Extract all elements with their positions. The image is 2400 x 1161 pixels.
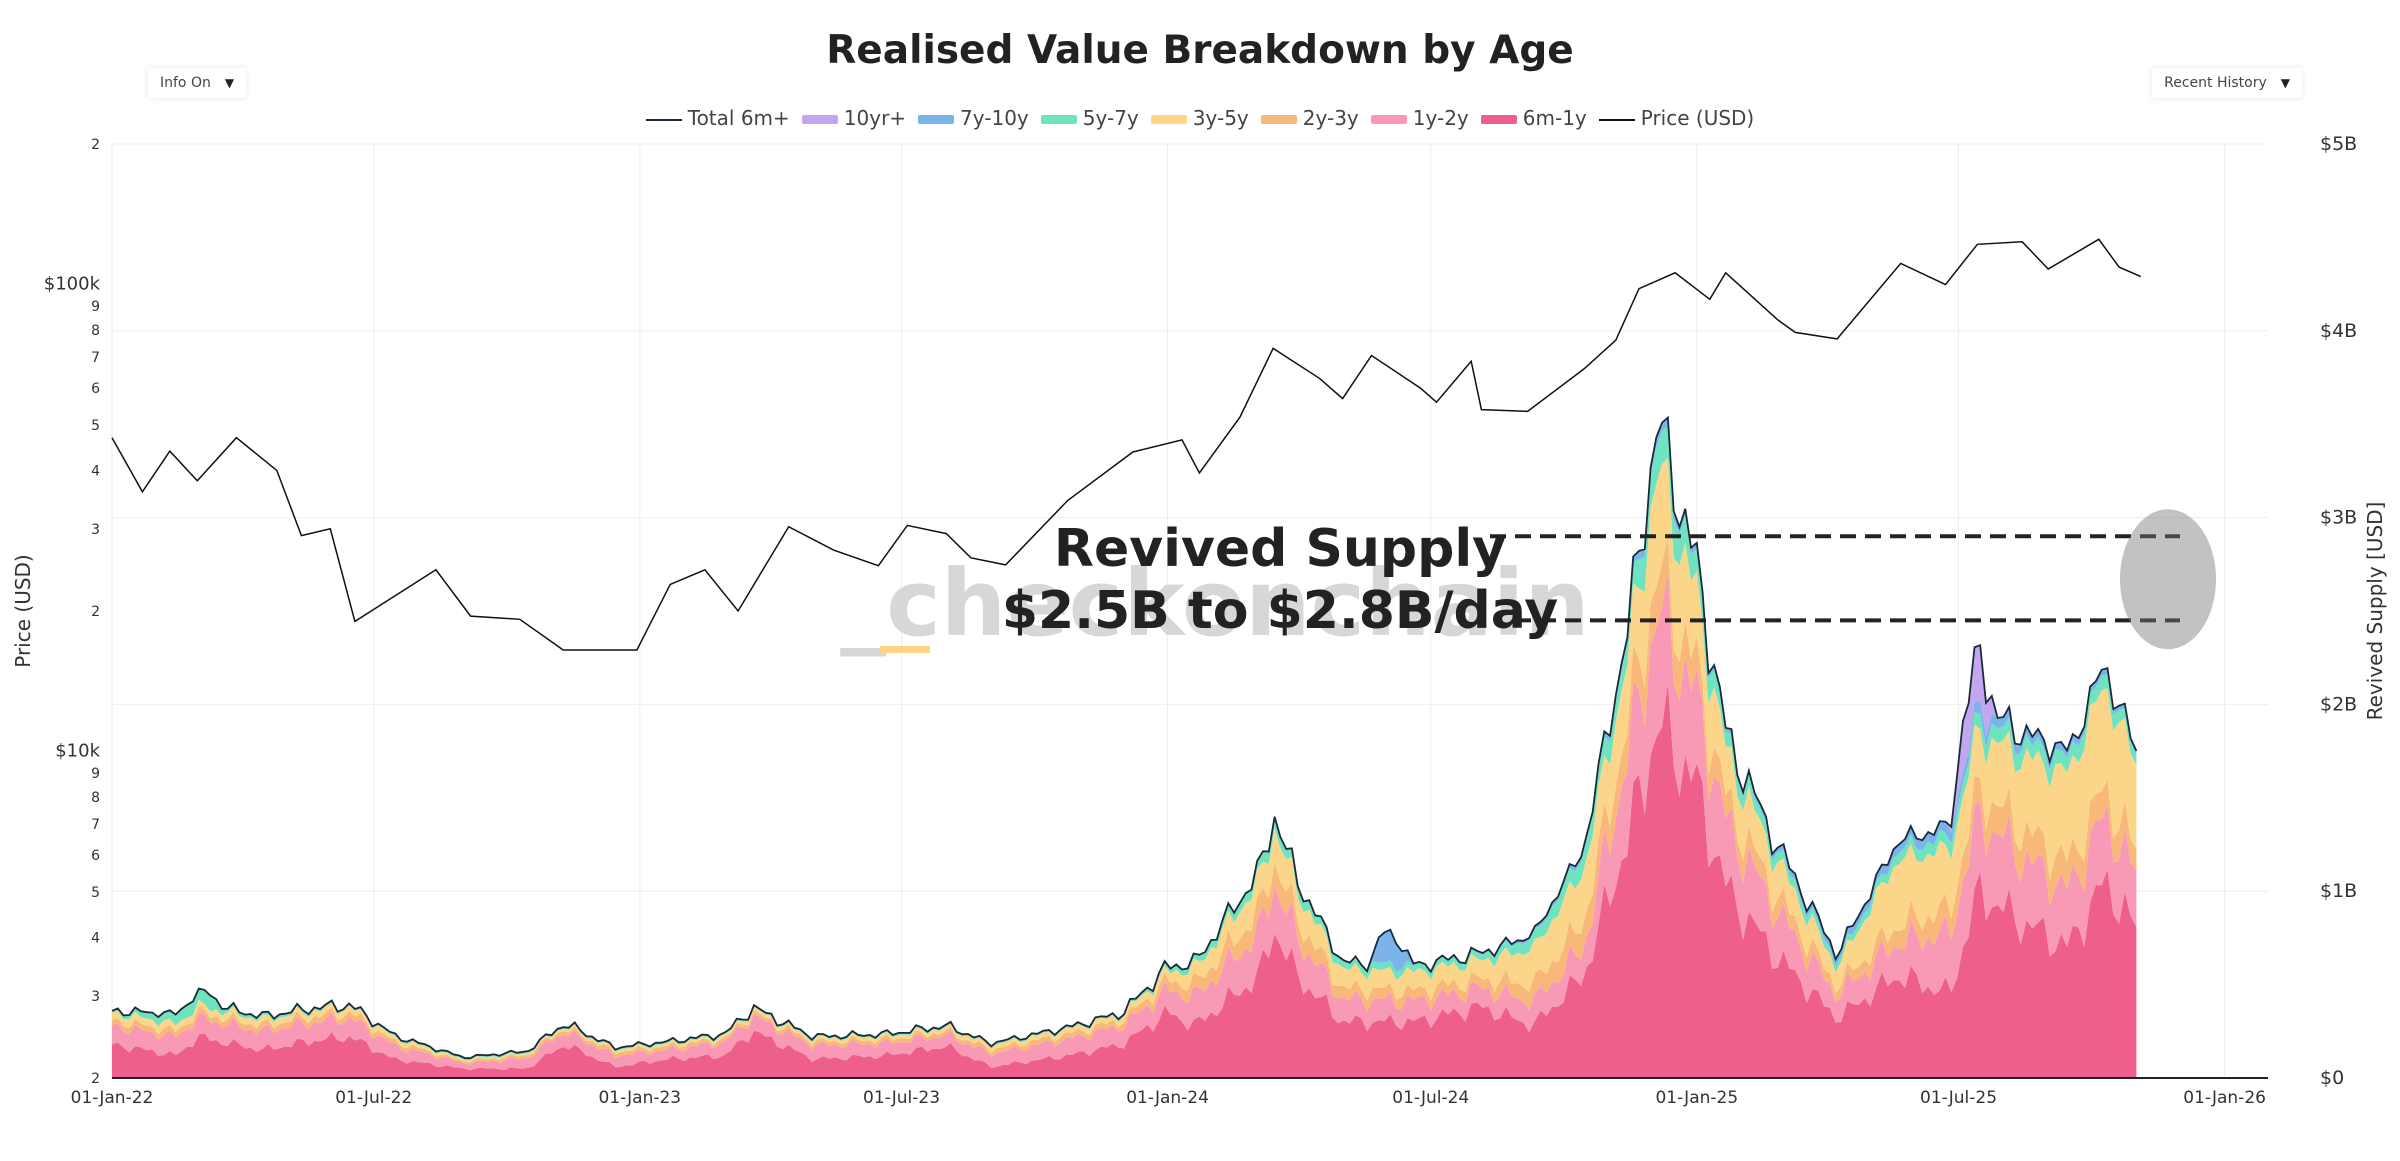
y-left-tick-label: 6	[91, 848, 100, 864]
legend-item-total-6m-[interactable]: Total 6m+	[645, 106, 790, 130]
x-tick-label: 01-Jan-26	[2183, 1088, 2266, 1108]
area-series-6m-1y	[112, 683, 2137, 1078]
y-left-tick-label: 7	[91, 817, 100, 833]
legend-item-6m-1y[interactable]: 6m-1y	[1480, 106, 1587, 130]
y-left-tick-label: 8	[91, 323, 100, 339]
y-right-tick-label: $4B	[2320, 320, 2357, 342]
y-left-tick-label: 2	[91, 1071, 100, 1087]
y-left-tick-label: 2	[91, 604, 100, 620]
legend-label: 10yr+	[843, 106, 907, 130]
chevron-down-icon: ▼	[2280, 76, 2290, 90]
chart-legend: Total 6m+ 10yr+ 7y-10y 5y-7y 3y-5y 2y-3y 1y-2y…	[0, 106, 2400, 130]
y-left-tick-label: 3	[91, 522, 100, 538]
area-series-1y-2y	[112, 571, 2137, 1071]
y-left-axis-title: Price (USD)	[11, 554, 35, 668]
y-left-tick-label: 7	[91, 350, 100, 366]
y-left-tick-label: $100k	[44, 274, 101, 295]
watermark-text: _checkonchain	[840, 550, 1590, 657]
legend-swatch	[1260, 115, 1297, 124]
y-right-tick-label: $5B	[2320, 133, 2357, 155]
legend-label: 1y-2y	[1412, 106, 1469, 130]
legend-label: 7y-10y	[960, 106, 1029, 130]
y-left-tick-label: 9	[91, 766, 100, 782]
x-tick-label: 01-Jan-25	[1655, 1088, 1738, 1108]
range-dropdown-label: Recent History	[2164, 75, 2267, 91]
legend-swatch	[645, 118, 682, 121]
legend-swatch	[1480, 115, 1517, 124]
legend-swatch	[1598, 118, 1635, 121]
price-line	[111, 238, 2142, 651]
watermark-accent	[880, 646, 930, 653]
y-left-tick-label: 2	[91, 137, 100, 153]
y-left-tick-label: 8	[91, 790, 100, 806]
chevron-down-icon: ▼	[224, 76, 235, 90]
legend-label: 5y-7y	[1082, 106, 1139, 130]
legend-item-5y-7y[interactable]: 5y-7y	[1040, 106, 1139, 130]
y-right-axis-title: Revived Supply [USD]	[2363, 502, 2387, 721]
legend-label: 2y-3y	[1302, 106, 1359, 130]
x-tick-label: 01-Jul-25	[1920, 1088, 1997, 1108]
area-series-2y-3y	[112, 536, 2137, 1065]
y-right-tick-label: $2B	[2320, 693, 2357, 715]
y-left-tick-label: 3	[91, 989, 100, 1005]
y-left-tick-label: 4	[91, 930, 100, 946]
y-right-tick-label: $0	[2320, 1067, 2344, 1089]
legend-item-1y-2y[interactable]: 1y-2y	[1370, 106, 1469, 130]
legend-swatch	[801, 115, 838, 124]
y-left-tick-label: 6	[91, 381, 100, 397]
annotation-line-2: $2.5B to $2.8B/day	[1002, 581, 1558, 641]
y-right-tick-label: $3B	[2320, 507, 2357, 529]
y-left-tick-label: 5	[91, 885, 100, 901]
y-left-tick-label: $10k	[55, 741, 100, 762]
x-tick-label: 01-Jul-22	[335, 1088, 412, 1108]
y-right-tick-label: $1B	[2320, 880, 2357, 902]
y-left-tick-label: 4	[91, 463, 100, 479]
info-toggle-dropdown[interactable]: Info On ▼	[148, 68, 247, 98]
x-tick-label: 01-Jul-24	[1392, 1088, 1469, 1108]
legend-swatch	[1150, 115, 1187, 124]
annotation-line-1: Revived Supply	[1054, 519, 1506, 579]
highlight-ellipse	[2120, 509, 2216, 650]
y-left-tick-label: 9	[91, 299, 100, 315]
legend-item-2y-3y[interactable]: 2y-3y	[1260, 106, 1359, 130]
chart-title: Realised Value Breakdown by Age	[826, 28, 1574, 73]
total-6m-line	[111, 415, 2138, 1059]
x-tick-label: 01-Jan-24	[1126, 1088, 1209, 1108]
legend-swatch	[1370, 115, 1407, 124]
legend-label: Price (USD)	[1640, 106, 1755, 130]
legend-swatch	[1040, 115, 1077, 124]
area-series-5y-7y	[112, 426, 2137, 1061]
range-dropdown[interactable]: Recent History ▼	[2152, 68, 2302, 98]
legend-label: 3y-5y	[1192, 106, 1249, 130]
legend-item-7y-10y[interactable]: 7y-10y	[918, 106, 1029, 130]
info-toggle-label: Info On	[160, 75, 211, 91]
legend-label: Total 6m+	[687, 106, 790, 130]
legend-swatch	[918, 115, 955, 124]
legend-item-10yr-[interactable]: 10yr+	[801, 106, 907, 130]
y-left-tick-label: 5	[91, 418, 100, 434]
x-tick-label: 01-Jan-23	[598, 1088, 681, 1108]
area-series-3y-5y	[112, 458, 2137, 1063]
x-tick-label: 01-Jul-23	[863, 1088, 940, 1108]
legend-item-price-usd-[interactable]: Price (USD)	[1598, 106, 1755, 130]
x-tick-label: 01-Jan-22	[71, 1088, 154, 1108]
legend-label: 6m-1y	[1522, 106, 1587, 130]
legend-item-3y-5y[interactable]: 3y-5y	[1150, 106, 1249, 130]
